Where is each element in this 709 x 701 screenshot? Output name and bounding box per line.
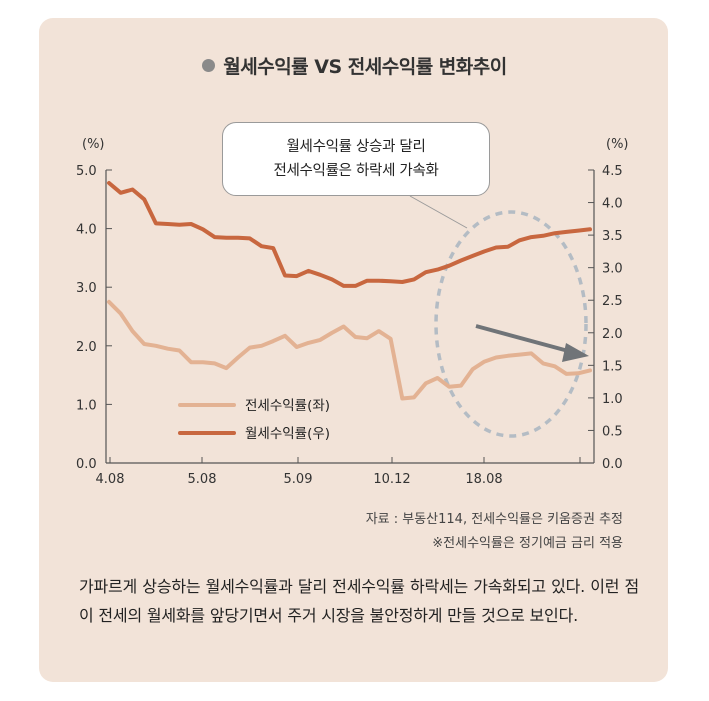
source-line-2: ※전세수익률은 정기예금 금리 적용 bbox=[432, 536, 623, 551]
x-tick-label: 10.12 bbox=[373, 472, 410, 487]
x-tick-label: 5.08 bbox=[188, 472, 217, 487]
callout-line-1: 월세수익률 상승과 달리 bbox=[286, 139, 426, 155]
y-left-tick-label: 5.0 bbox=[76, 164, 97, 179]
y-right-tick-label: 3.0 bbox=[602, 262, 623, 277]
y-left-tick-label: 0.0 bbox=[76, 457, 97, 472]
x-tick-label: 4.08 bbox=[96, 472, 125, 487]
y-left-unit-label: (%) bbox=[82, 137, 105, 152]
y-right-tick-label: 4.5 bbox=[602, 164, 623, 179]
y-right-tick-label: 1.5 bbox=[602, 359, 623, 374]
highlight-ellipse bbox=[434, 210, 588, 438]
y-right-tick-label: 3.5 bbox=[602, 229, 623, 244]
callout-pointer-line bbox=[409, 195, 468, 229]
body-paragraph: 가파르게 상승하는 월세수익률과 달리 전세수익률 하락세는 가속화되고 있다.… bbox=[79, 577, 639, 625]
y-left-tick-label: 2.0 bbox=[76, 340, 97, 355]
y-left-tick-label: 4.0 bbox=[76, 223, 97, 238]
title-bullet-icon bbox=[202, 59, 216, 72]
x-tick-label: 5.09 bbox=[284, 472, 313, 487]
chart-title-row: 월세수익률 VS 전세수익률 변화추이 bbox=[0, 52, 709, 79]
chart-title: 월세수익률 VS 전세수익률 변화추이 bbox=[223, 56, 507, 78]
y-right-tick-label: 4.0 bbox=[602, 197, 623, 212]
y-right-tick-label: 0.0 bbox=[602, 457, 623, 472]
y-right-tick-label: 2.5 bbox=[602, 294, 623, 309]
trend-arrow-shaft bbox=[475, 324, 573, 354]
y-right-tick-label: 0.5 bbox=[602, 424, 623, 439]
series-line-wolse bbox=[107, 181, 592, 288]
callout-box: 월세수익률 상승과 달리 전세수익률은 하락세 가속화 bbox=[222, 122, 490, 196]
source-note: 자료 : 부동산114, 전세수익률은 키움증권 추정 ※전세수익률은 정기예금… bbox=[366, 508, 623, 556]
legend-label: 전세수익률(좌) bbox=[245, 398, 330, 414]
y-right-tick-label: 2.0 bbox=[602, 327, 623, 342]
y-left-tick-label: 1.0 bbox=[76, 398, 97, 413]
legend-label: 월세수익률(우) bbox=[245, 426, 330, 442]
y-right-unit-label: (%) bbox=[606, 137, 629, 152]
x-tick-label: 18.08 bbox=[465, 472, 502, 487]
y-left-tick-label: 3.0 bbox=[76, 281, 97, 296]
source-line-1: 자료 : 부동산114, 전세수익률은 키움증권 추정 bbox=[365, 512, 623, 527]
trend-arrow-head-icon bbox=[562, 343, 589, 362]
series-line-jeonse bbox=[107, 299, 592, 401]
callout-line-2: 전세수익률은 하락세 가속화 bbox=[273, 163, 439, 179]
y-right-tick-label: 1.0 bbox=[602, 392, 623, 407]
